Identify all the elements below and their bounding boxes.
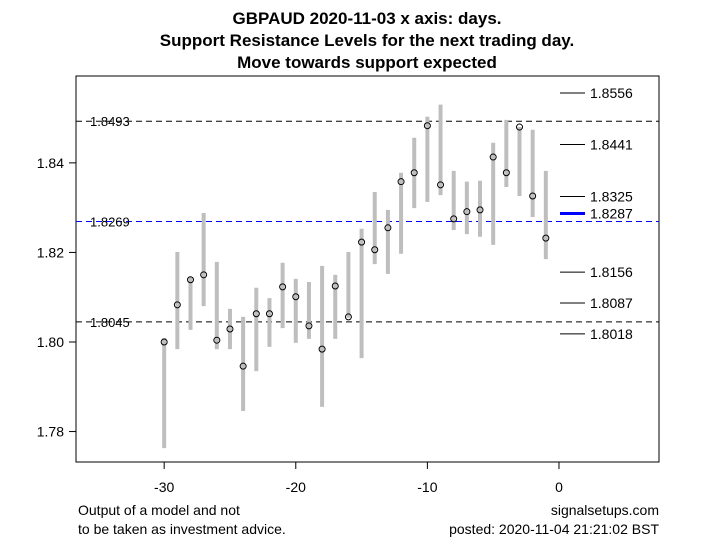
close-point [502, 169, 510, 177]
y-tick-label: 1.84 [37, 155, 64, 171]
x-tick-label: 0 [555, 479, 563, 495]
close-point [423, 122, 431, 130]
close-point [226, 325, 234, 333]
level-label: 1.8325 [590, 188, 633, 204]
x-tick-label: -30 [154, 479, 174, 495]
close-point [371, 246, 379, 254]
level-line-label: 1.8045 [90, 315, 130, 330]
close-point [476, 206, 484, 214]
x-tick-label: -10 [417, 479, 437, 495]
y-tick-label: 1.78 [37, 424, 64, 440]
plot-frame [75, 75, 660, 463]
level-label: 1.8556 [590, 85, 633, 101]
footer-site: signalsetups.com [551, 502, 659, 518]
close-point [252, 310, 260, 318]
close-point [384, 224, 392, 232]
level-label: 1.8287 [590, 205, 633, 221]
close-point [410, 169, 418, 177]
footer-posted: posted: 2020-11-04 21:21:02 BST [449, 521, 659, 537]
close-point [213, 336, 221, 344]
close-point [318, 345, 326, 353]
close-point [239, 362, 247, 370]
close-point [160, 338, 168, 346]
chart-title-line-1: GBPAUD 2020-11-03 x axis: days. [233, 9, 502, 28]
chart-title-line-3: Move towards support expected [237, 53, 497, 72]
chart-title-line-2: Support Resistance Levels for the next t… [160, 31, 574, 50]
close-point [331, 282, 339, 290]
level-label: 1.8441 [590, 137, 633, 153]
close-point [450, 215, 458, 223]
close-point [516, 123, 524, 131]
close-point [305, 322, 313, 330]
close-point [200, 271, 208, 279]
close-point [186, 276, 194, 284]
level-line-label: 1.8269 [90, 215, 130, 230]
close-point [437, 181, 445, 189]
y-tick-label: 1.80 [37, 334, 64, 350]
close-point [265, 310, 273, 318]
close-point [397, 178, 405, 186]
close-point [344, 313, 352, 321]
close-point [463, 208, 471, 216]
level-label: 1.8018 [590, 326, 633, 342]
close-point [279, 283, 287, 291]
level-line-label: 1.8493 [90, 114, 130, 129]
footer-disclaimer-1: Output of a model and not [78, 502, 240, 518]
level-label: 1.8087 [590, 295, 633, 311]
footer-disclaimer-2: to be taken as investment advice. [78, 521, 286, 537]
close-point [292, 293, 300, 301]
y-tick-label: 1.82 [37, 244, 64, 260]
level-label: 1.8156 [590, 264, 633, 280]
close-point [489, 153, 497, 161]
close-point [358, 238, 366, 246]
x-tick-label: -20 [286, 479, 306, 495]
close-point [173, 301, 181, 309]
close-point [542, 234, 550, 242]
close-point [529, 192, 537, 200]
